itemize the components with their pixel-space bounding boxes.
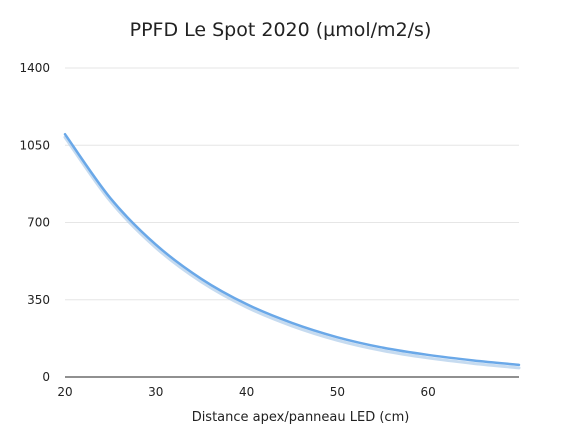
chart-title: PPFD Le Spot 2020 (µmol/m2/s): [129, 19, 432, 41]
y-tick-label: 1400: [19, 61, 50, 75]
x-axis-label: Distance apex/panneau LED (cm): [191, 410, 410, 425]
y-tick-label: 1050: [19, 138, 50, 152]
series-line: [63, 132, 521, 367]
series-line-shadow: [63, 135, 521, 370]
x-tick-label: 50: [330, 385, 345, 399]
x-tick-label: 60: [421, 385, 436, 399]
y-tick-label: 0: [42, 370, 50, 384]
y-tick-label: 350: [27, 293, 50, 307]
y-tick-label: 700: [27, 216, 50, 230]
x-tick-label: 40: [239, 385, 254, 399]
x-tick-label: 20: [57, 385, 72, 399]
x-tick-label: 30: [148, 385, 163, 399]
